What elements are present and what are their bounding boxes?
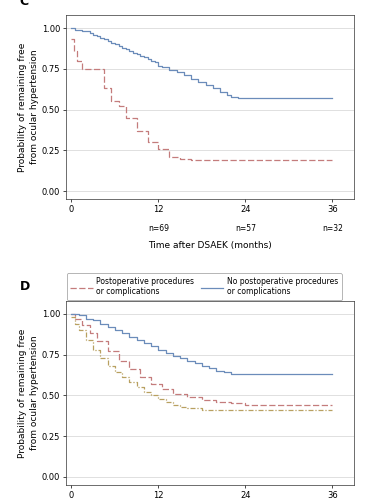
Text: D: D: [20, 280, 30, 293]
Legend: Postoperative procedures
or complications, No postoperative procedures
or compli: Postoperative procedures or complication…: [67, 273, 342, 300]
Text: n=32: n=32: [322, 224, 343, 234]
Text: n=57: n=57: [235, 224, 256, 234]
Y-axis label: Probability of remaining free
from ocular hypertension: Probability of remaining free from ocula…: [18, 328, 39, 458]
Text: n=69: n=69: [148, 224, 169, 234]
Text: Time after DSAEK (months): Time after DSAEK (months): [148, 241, 272, 250]
Y-axis label: Probability of remaining free
from ocular hypertension: Probability of remaining free from ocula…: [18, 42, 39, 172]
Text: C: C: [20, 0, 29, 8]
